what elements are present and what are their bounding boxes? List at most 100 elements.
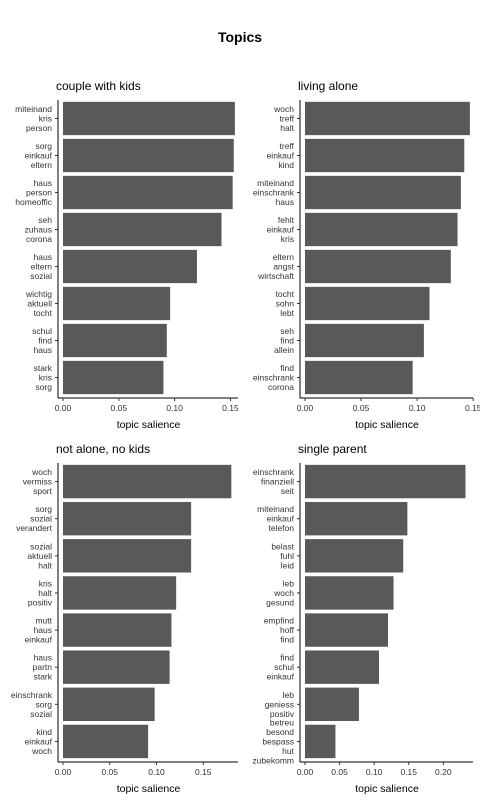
- category-label: kris halt positiv: [28, 578, 53, 607]
- category-label: mutt haus einkauf: [25, 616, 53, 645]
- category-word: empfind: [264, 616, 295, 626]
- bar: [63, 360, 164, 395]
- category-word: corona: [26, 234, 52, 244]
- category-label: treff einkauf kind: [267, 141, 295, 170]
- category-word: haus: [34, 625, 52, 635]
- category-word: kris: [281, 234, 294, 244]
- panel-title: living alone: [298, 79, 358, 93]
- category-word: kris: [39, 373, 52, 383]
- bar: [305, 212, 458, 247]
- category-word: seh: [38, 215, 52, 225]
- x-tick-label: 0.15: [195, 767, 212, 777]
- x-tick-label: 0.20: [435, 767, 452, 777]
- category-word: einkauf: [267, 672, 295, 682]
- category-label: eltern angst wirtschaft: [257, 252, 295, 281]
- category-label: woch vermiss sport: [23, 467, 53, 496]
- category-word: leb: [283, 578, 295, 588]
- category-label: find einschrank corona: [253, 363, 295, 392]
- category-label: fehlt einkauf kris: [267, 215, 295, 244]
- category-word: person: [26, 188, 52, 198]
- category-word: finanziell: [261, 477, 294, 487]
- category-word: fuhl: [280, 551, 294, 561]
- category-word: einkauf: [25, 635, 53, 645]
- bar: [305, 539, 404, 573]
- x-tick-label: 0.05: [101, 767, 118, 777]
- category-word: tocht: [276, 289, 295, 299]
- bar: [63, 464, 232, 499]
- panel-title: not alone, no kids: [56, 442, 150, 456]
- category-label: haus eltern sozial: [30, 252, 52, 281]
- category-label: haus partn stark: [33, 653, 53, 682]
- bar: [305, 286, 430, 321]
- category-word: treff: [280, 114, 295, 124]
- category-word: betreu: [270, 717, 294, 727]
- category-word: find: [280, 336, 294, 346]
- category-word: telefon: [268, 523, 294, 533]
- bar: [305, 175, 461, 210]
- bar: [63, 249, 197, 284]
- x-tick-label: 0.10: [366, 767, 383, 777]
- bar: [63, 687, 155, 722]
- x-axis-title: topic salience: [355, 419, 419, 431]
- category-word: woch: [31, 467, 52, 477]
- category-word: sorg: [35, 504, 52, 514]
- category-word: corona: [268, 382, 294, 392]
- category-word: eltern: [31, 262, 53, 272]
- category-word: fehlt: [278, 215, 295, 225]
- category-word: halt: [38, 588, 52, 598]
- panel-title: couple with kids: [56, 79, 141, 93]
- category-word: woch: [31, 746, 52, 756]
- category-word: vermiss: [23, 477, 52, 487]
- x-tick-label: 0.05: [331, 767, 348, 777]
- bar: [63, 175, 233, 210]
- category-word: partn: [33, 662, 53, 672]
- category-word: homeoffic: [15, 197, 52, 207]
- category-word: sohn: [276, 299, 295, 309]
- category-word: einschrank: [253, 373, 295, 383]
- category-word: seh: [280, 326, 294, 336]
- category-label: miteinand einschrank haus: [253, 178, 295, 207]
- category-word: angst: [273, 262, 294, 272]
- x-tick-label: 0.15: [222, 403, 239, 413]
- bar: [63, 212, 222, 247]
- category-label: leb geniess positiv: [265, 690, 295, 719]
- category-word: sorg: [35, 141, 52, 151]
- category-word: miteinand: [15, 104, 52, 114]
- category-label: einschrank finanziell seit: [253, 467, 295, 496]
- category-word: stark: [34, 363, 53, 373]
- bar: [305, 650, 380, 684]
- category-word: tocht: [34, 308, 53, 318]
- category-label: kind einkauf woch: [25, 727, 53, 756]
- category-word: miteinand: [257, 504, 294, 514]
- bar: [305, 576, 394, 610]
- x-tick-label: 0.00: [55, 767, 72, 777]
- category-word: haus: [34, 345, 52, 355]
- bar: [305, 360, 413, 395]
- category-label: miteinand einkauf telefon: [257, 504, 294, 533]
- category-label: stark kris sorg: [34, 363, 53, 392]
- category-word: sozial: [30, 541, 52, 551]
- category-word: mutt: [35, 616, 52, 626]
- bar: [63, 286, 171, 321]
- category-word: halt: [38, 560, 52, 570]
- category-word: aktuell: [27, 551, 52, 561]
- category-word: wirtschaft: [257, 271, 295, 281]
- category-word: sport: [33, 486, 53, 496]
- category-word: hoff: [280, 625, 295, 635]
- bar: [63, 138, 234, 173]
- category-label: sorg sozial verandert: [16, 504, 53, 533]
- category-label: leb woch gesund: [266, 578, 294, 607]
- x-tick-label: 0.00: [297, 767, 314, 777]
- category-word: positiv: [270, 709, 295, 719]
- category-word: positiv: [28, 597, 53, 607]
- category-word: eltern: [31, 160, 53, 170]
- category-word: wichtig: [25, 289, 52, 299]
- bar: [63, 539, 192, 573]
- category-word: kris: [39, 114, 52, 124]
- category-label: sozial aktuell halt: [27, 541, 52, 570]
- category-word: gesund: [266, 597, 294, 607]
- category-word: besond: [266, 727, 294, 737]
- category-word: miteinand: [257, 178, 294, 188]
